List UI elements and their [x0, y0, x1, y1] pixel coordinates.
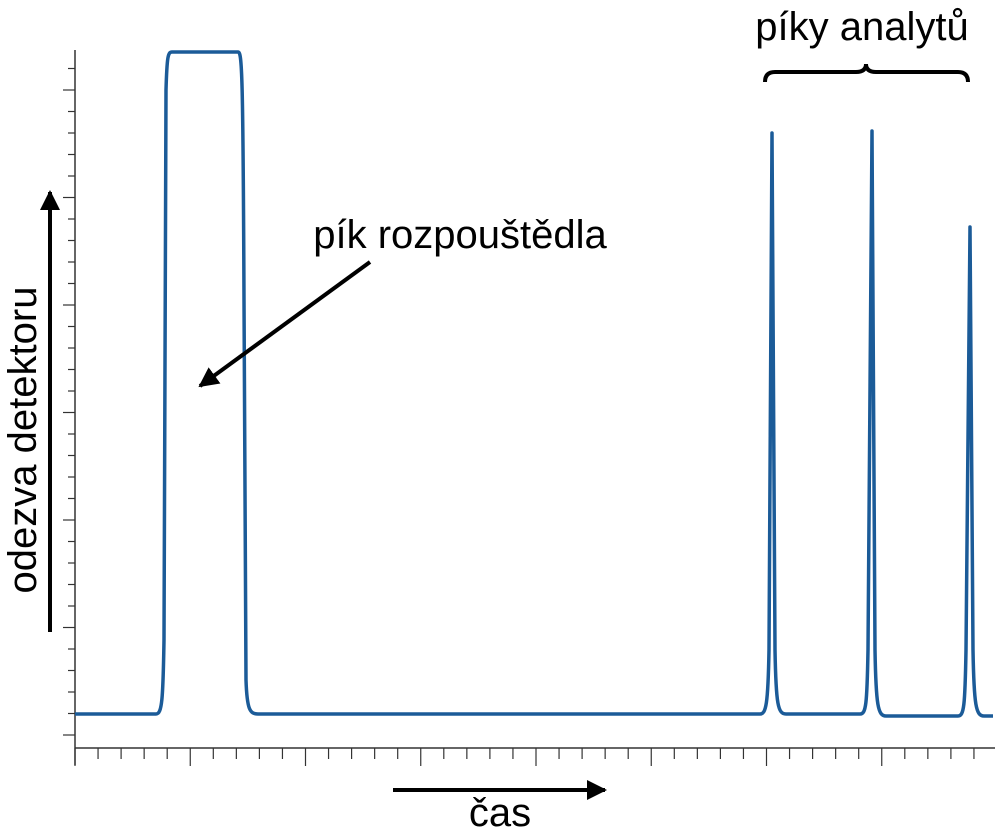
y-ticks	[63, 67, 75, 736]
solvent-peak-label: pík rozpouštědla	[313, 213, 607, 257]
analyte-peaks-label: píky analytů	[755, 5, 968, 49]
brace	[763, 63, 970, 83]
pointer-arrow	[198, 260, 372, 388]
y-axis-label: odezva detektoru	[1, 287, 45, 594]
chromatogram-trace	[75, 50, 993, 718]
axes	[63, 50, 995, 766]
x-ticks	[74, 748, 975, 766]
x-axis-label: čas	[469, 791, 531, 831]
